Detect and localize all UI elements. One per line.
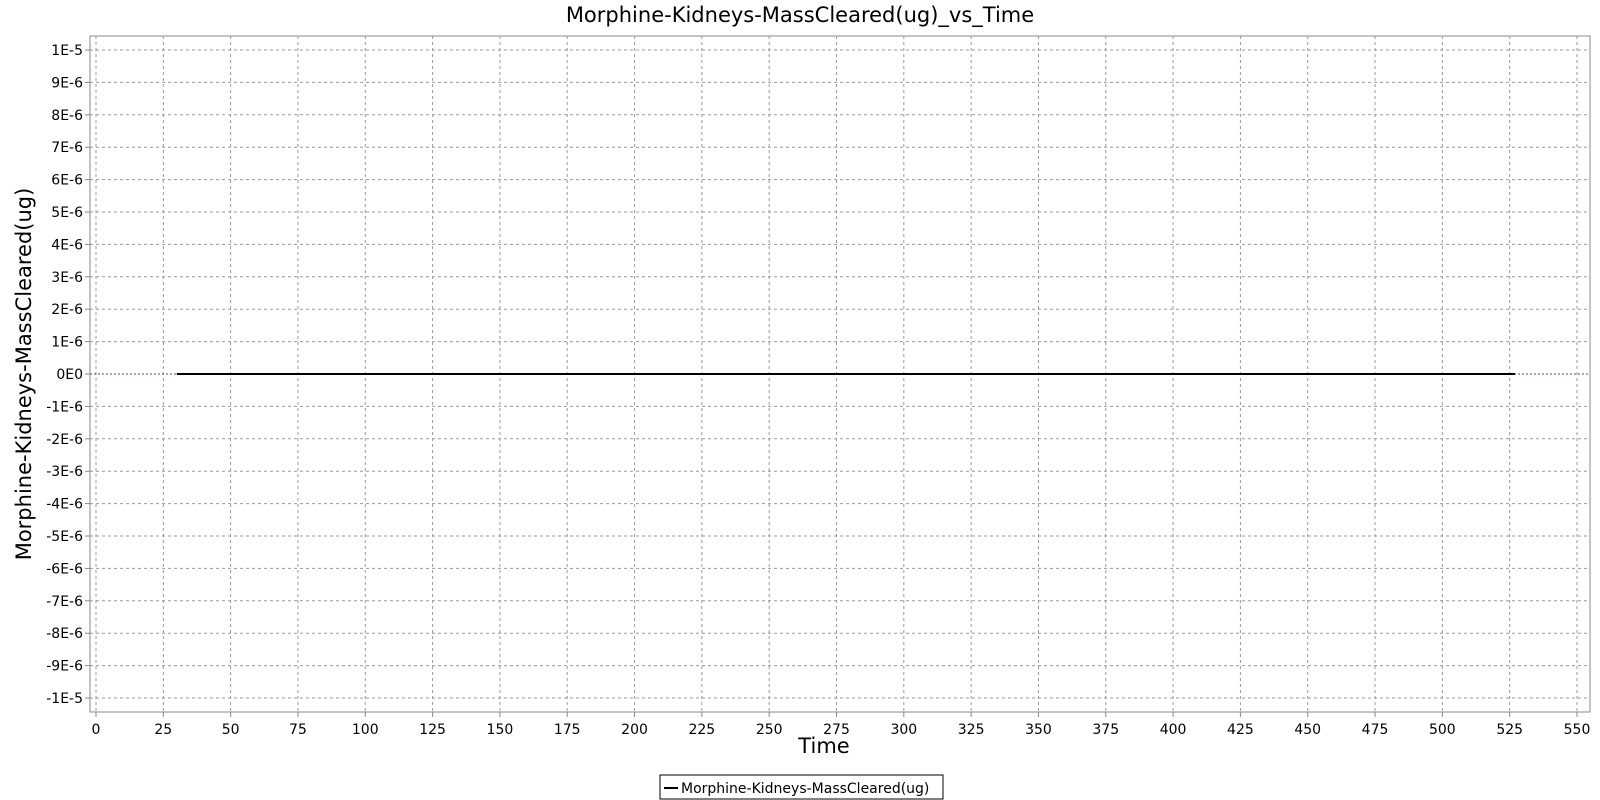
x-tick-label: 225 <box>688 722 715 738</box>
x-tick-label: 500 <box>1429 722 1456 738</box>
x-tick-label: 325 <box>958 722 985 738</box>
y-tick-label: 9E-6 <box>51 75 83 91</box>
x-tick-label: 400 <box>1160 722 1187 738</box>
x-tick-label: 125 <box>419 722 446 738</box>
y-tick-label: 5E-6 <box>51 205 83 221</box>
x-tick-label: 275 <box>823 722 850 738</box>
x-tick-label: 350 <box>1025 722 1052 738</box>
y-tick-label: 1E-5 <box>51 43 83 59</box>
x-tick-label: 525 <box>1496 722 1523 738</box>
x-tick-label: 375 <box>1092 722 1119 738</box>
y-tick-label: 4E-6 <box>51 237 83 253</box>
y-gridlines <box>90 49 1590 699</box>
x-tick-label: 450 <box>1294 722 1321 738</box>
y-tick-label: -1E-5 <box>46 691 83 707</box>
y-tick-label: 7E-6 <box>51 140 83 156</box>
chart-title: Morphine-Kidneys-MassCleared(ug)_vs_Time <box>566 3 1034 28</box>
x-tick-label: 475 <box>1362 722 1389 738</box>
y-axis-ticks: 1E-5 9E-6 8E-6 7E-6 6E-6 5E-6 4E-6 3E-6 2E-6 1E-6… <box>46 43 90 707</box>
y-tick-label: -6E-6 <box>46 561 83 577</box>
x-tick-label: 250 <box>756 722 783 738</box>
y-tick-label: 8E-6 <box>51 108 83 124</box>
y-tick-label: -5E-6 <box>46 529 83 545</box>
y-tick-label: -1E-6 <box>46 399 83 415</box>
y-axis-label: Morphine-Kidneys-MassCleared(ug) <box>12 188 36 561</box>
legend-entry-label: Morphine-Kidneys-MassCleared(ug) <box>681 781 929 797</box>
y-tick-label: -2E-6 <box>46 432 83 448</box>
x-axis-ticks: 0 25 50 75 100 125 150 175 200 225 250 275 300 325 350… <box>92 712 1591 738</box>
y-tick-label: 0E0 <box>56 367 83 383</box>
y-tick-label: -4E-6 <box>46 497 83 513</box>
x-tick-label: 75 <box>289 722 307 738</box>
y-tick-label: -3E-6 <box>46 464 83 480</box>
legend: Morphine-Kidneys-MassCleared(ug) <box>659 774 944 800</box>
x-tick-label: 25 <box>154 722 172 738</box>
y-tick-label: 3E-6 <box>51 270 83 286</box>
y-tick-label: 2E-6 <box>51 302 83 318</box>
x-tick-label: 550 <box>1564 722 1591 738</box>
x-tick-label: 50 <box>222 722 240 738</box>
y-tick-label: -9E-6 <box>46 659 83 675</box>
x-tick-label: 425 <box>1227 722 1254 738</box>
x-tick-label: 200 <box>621 722 648 738</box>
legend-box <box>659 774 944 800</box>
x-tick-label: 100 <box>352 722 379 738</box>
y-tick-label: -8E-6 <box>46 626 83 642</box>
x-axis-label: Time <box>797 734 849 758</box>
x-tick-label: 175 <box>554 722 581 738</box>
y-tick-label: 6E-6 <box>51 173 83 189</box>
x-tick-label: 150 <box>487 722 514 738</box>
y-tick-label: 1E-6 <box>51 335 83 351</box>
x-tick-label: 0 <box>92 722 101 738</box>
x-tick-label: 300 <box>890 722 917 738</box>
y-tick-label: -7E-6 <box>46 594 83 610</box>
